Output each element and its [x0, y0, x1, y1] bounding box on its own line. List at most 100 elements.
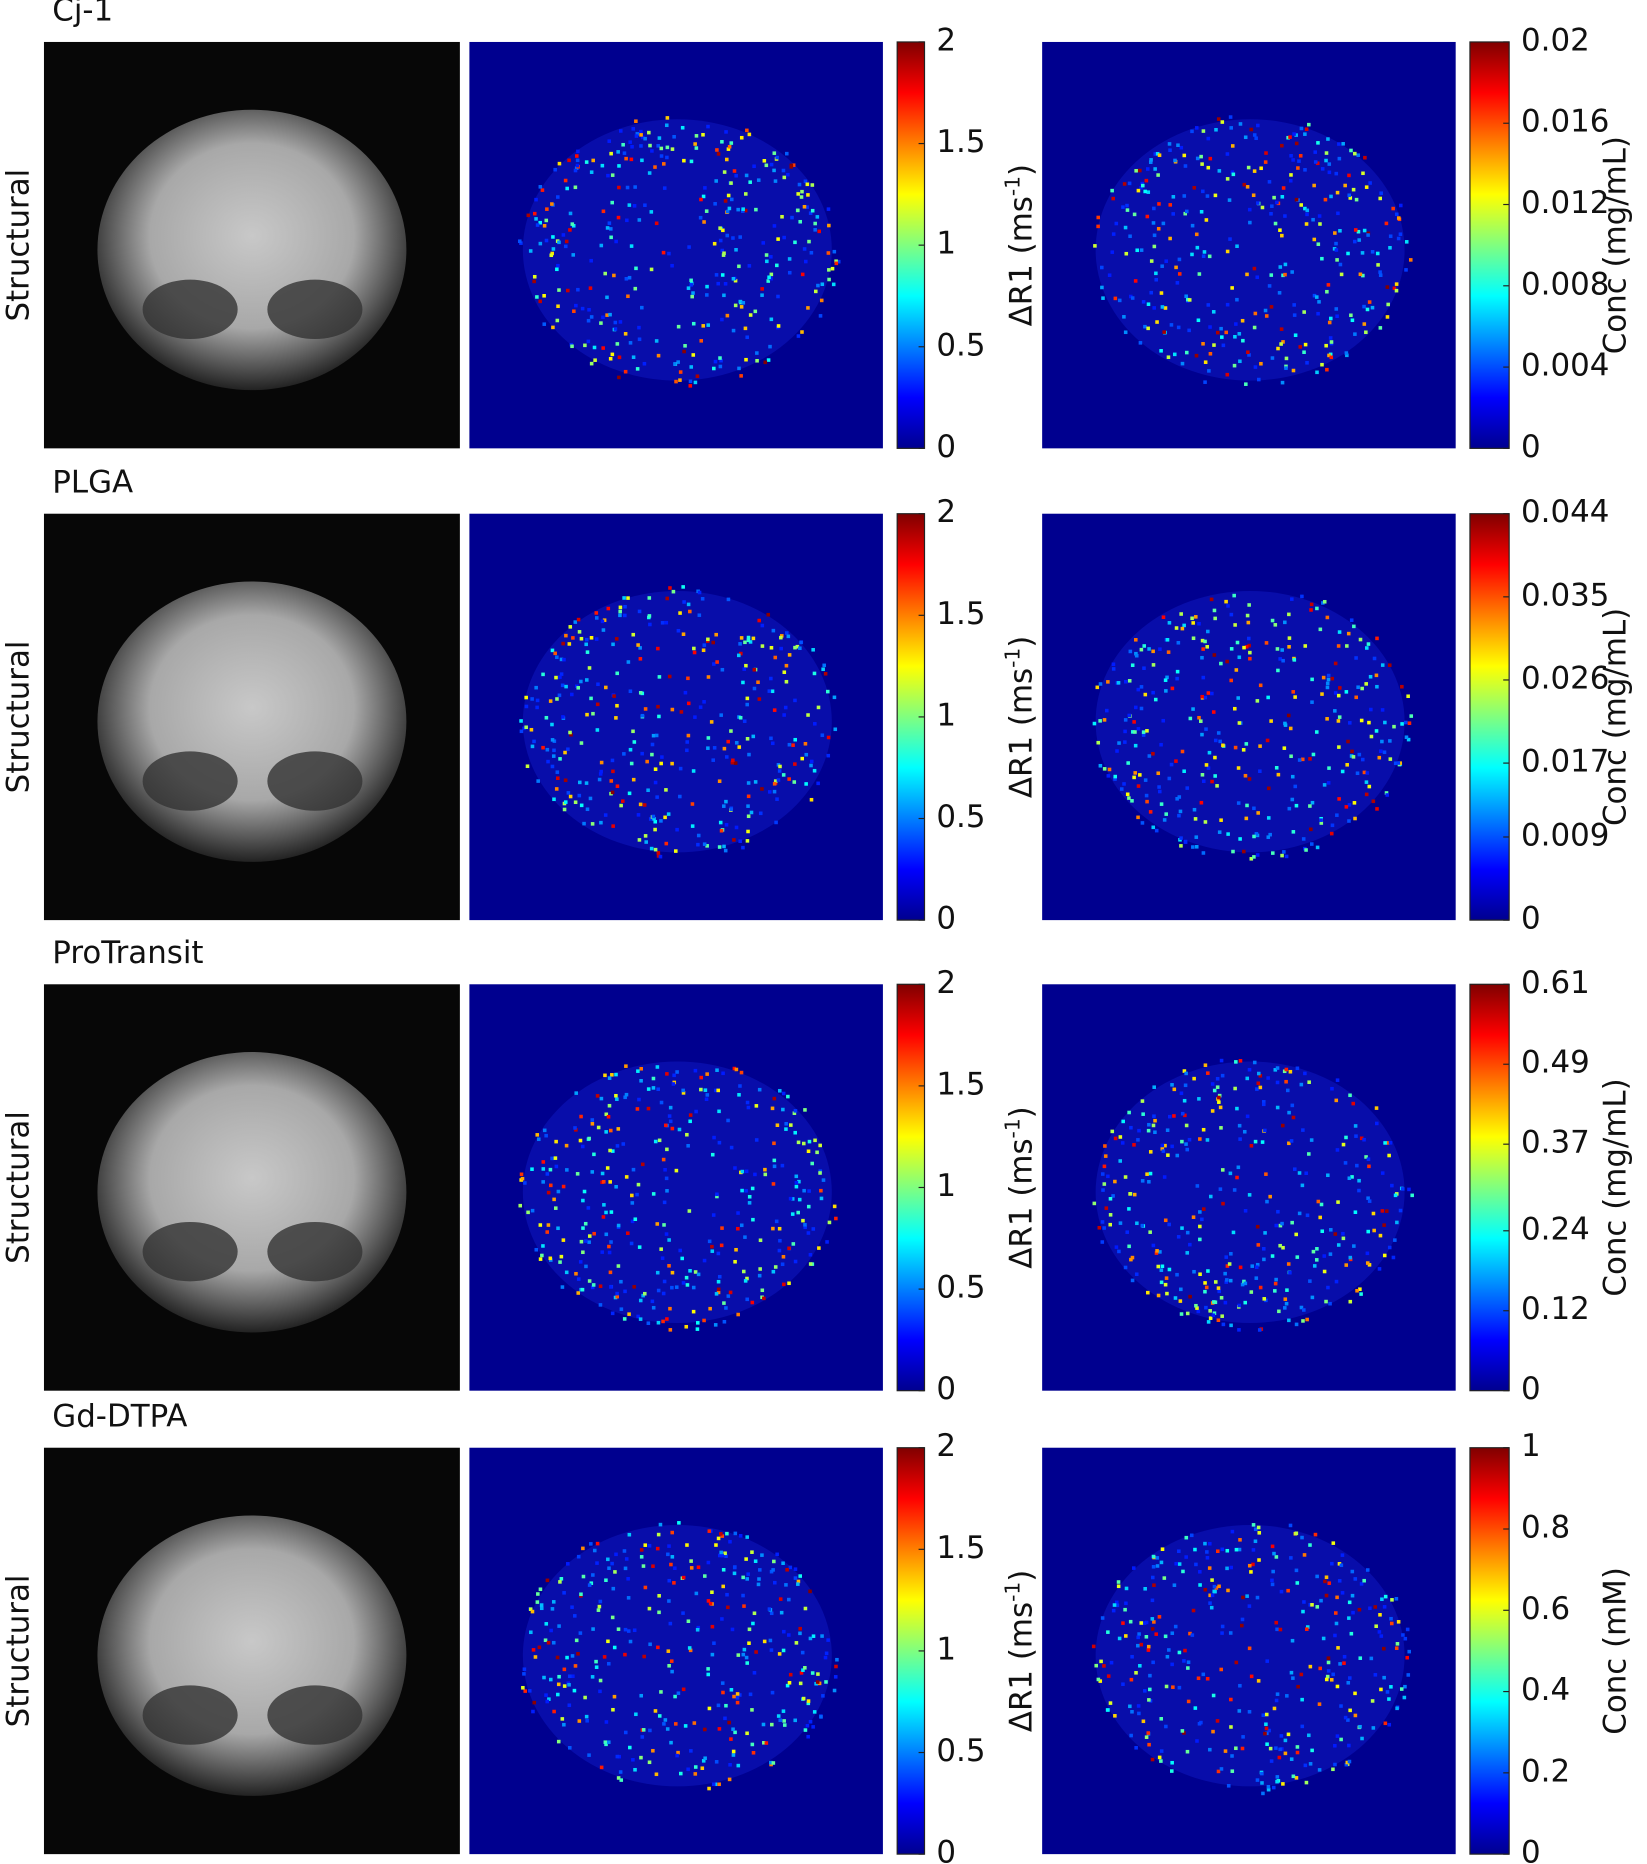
map-pixel — [1268, 1194, 1272, 1199]
map-pixel — [749, 810, 754, 815]
map-pixel — [626, 1231, 630, 1236]
map-pixel — [791, 163, 796, 167]
map-pixel — [806, 306, 810, 310]
map-pixel — [731, 1727, 735, 1732]
map-pixel — [1201, 851, 1206, 855]
map-pixel — [706, 1667, 710, 1671]
map-pixel — [1295, 1581, 1300, 1585]
map-pixel — [670, 1285, 674, 1290]
map-pixel — [1273, 1289, 1277, 1293]
map-pixel — [1154, 1251, 1159, 1255]
map-pixel — [1382, 1223, 1386, 1227]
map-pixel — [1290, 1103, 1295, 1108]
map-pixel — [1105, 708, 1109, 713]
map-pixel — [693, 715, 697, 719]
map-pixel — [1396, 761, 1401, 765]
map-pixel — [1238, 122, 1243, 126]
map-pixel — [1280, 648, 1284, 652]
map-pixel — [1203, 820, 1208, 824]
map-pixel — [779, 1610, 784, 1615]
map-pixel — [1399, 1687, 1404, 1691]
map-pixel — [1146, 167, 1150, 171]
map-pixel — [1289, 1757, 1294, 1761]
map-pixel — [696, 1272, 701, 1277]
map-pixel — [706, 675, 711, 679]
map-pixel — [1207, 254, 1212, 259]
map-pixel — [1256, 377, 1261, 382]
map-pixel — [1157, 153, 1162, 157]
map-pixel — [1103, 1154, 1108, 1158]
map-pixel — [678, 1248, 682, 1253]
map-pixel — [1173, 158, 1177, 163]
map-pixel — [753, 1172, 757, 1177]
map-pixel — [786, 1094, 790, 1099]
map-pixel — [1366, 233, 1370, 237]
map-pixel — [695, 1321, 700, 1325]
map-pixel — [1303, 1071, 1307, 1076]
map-pixel — [1382, 1253, 1387, 1258]
map-pixel — [1184, 209, 1189, 214]
map-pixel — [1214, 127, 1218, 132]
map-pixel — [722, 1319, 727, 1324]
map-pixel — [1180, 749, 1185, 754]
map-pixel — [1116, 1580, 1121, 1584]
map-pixel — [1218, 1187, 1223, 1191]
map-pixel — [693, 1772, 698, 1776]
map-pixel — [675, 1753, 679, 1758]
map-pixel — [1160, 1547, 1165, 1551]
map-pixel — [1305, 1213, 1310, 1218]
map-pixel — [1340, 1553, 1345, 1557]
map-pixel — [757, 1577, 761, 1581]
map-pixel — [702, 643, 707, 647]
map-pixel — [1333, 709, 1337, 713]
map-pixel — [796, 208, 800, 213]
map-pixel — [1307, 1733, 1311, 1738]
map-pixel — [1280, 853, 1284, 858]
map-pixel — [781, 1561, 785, 1566]
map-pixel — [708, 1601, 713, 1606]
map-pixel — [1326, 1173, 1330, 1178]
map-pixel — [760, 1553, 764, 1557]
map-pixel — [721, 1567, 726, 1572]
map-pixel — [1096, 224, 1100, 229]
map-pixel — [1170, 1083, 1174, 1087]
map-pixel — [1170, 1144, 1174, 1149]
map-pixel — [654, 733, 659, 738]
map-pixel — [823, 671, 828, 676]
map-pixel — [628, 747, 633, 752]
map-pixel — [750, 1708, 754, 1712]
map-pixel — [767, 689, 772, 693]
map-pixel — [1325, 685, 1330, 690]
map-pixel — [1123, 729, 1127, 734]
map-pixel — [1257, 1531, 1262, 1535]
map-pixel — [1203, 1281, 1207, 1285]
map-pixel — [745, 1731, 749, 1736]
map-pixel — [826, 753, 831, 758]
map-pixel — [1308, 757, 1312, 761]
map-pixel — [775, 155, 779, 160]
map-pixel — [582, 821, 586, 826]
map-pixel — [1138, 773, 1142, 777]
map-pixel — [1278, 228, 1282, 232]
map-pixel — [1304, 222, 1309, 226]
map-pixel — [1385, 285, 1390, 289]
structural-dark — [267, 751, 363, 811]
map-pixel — [1378, 1613, 1382, 1617]
map-pixel — [612, 1645, 617, 1650]
map-pixel — [534, 217, 538, 221]
map-pixel — [798, 1681, 803, 1686]
map-pixel — [1370, 1699, 1375, 1703]
map-pixel — [598, 1303, 603, 1307]
map-pixel — [685, 1543, 689, 1547]
map-pixel — [1303, 206, 1307, 211]
map-pixel — [657, 675, 662, 679]
map-pixel — [1382, 1675, 1386, 1680]
map-pixel — [1123, 330, 1128, 335]
map-pixel — [1407, 1187, 1411, 1192]
map-pixel — [538, 185, 543, 189]
map-pixel — [1314, 1258, 1319, 1262]
map-pixel — [784, 663, 789, 668]
map-pixel — [1371, 799, 1376, 804]
map-pixel — [599, 243, 604, 248]
map-pixel — [1136, 687, 1141, 692]
